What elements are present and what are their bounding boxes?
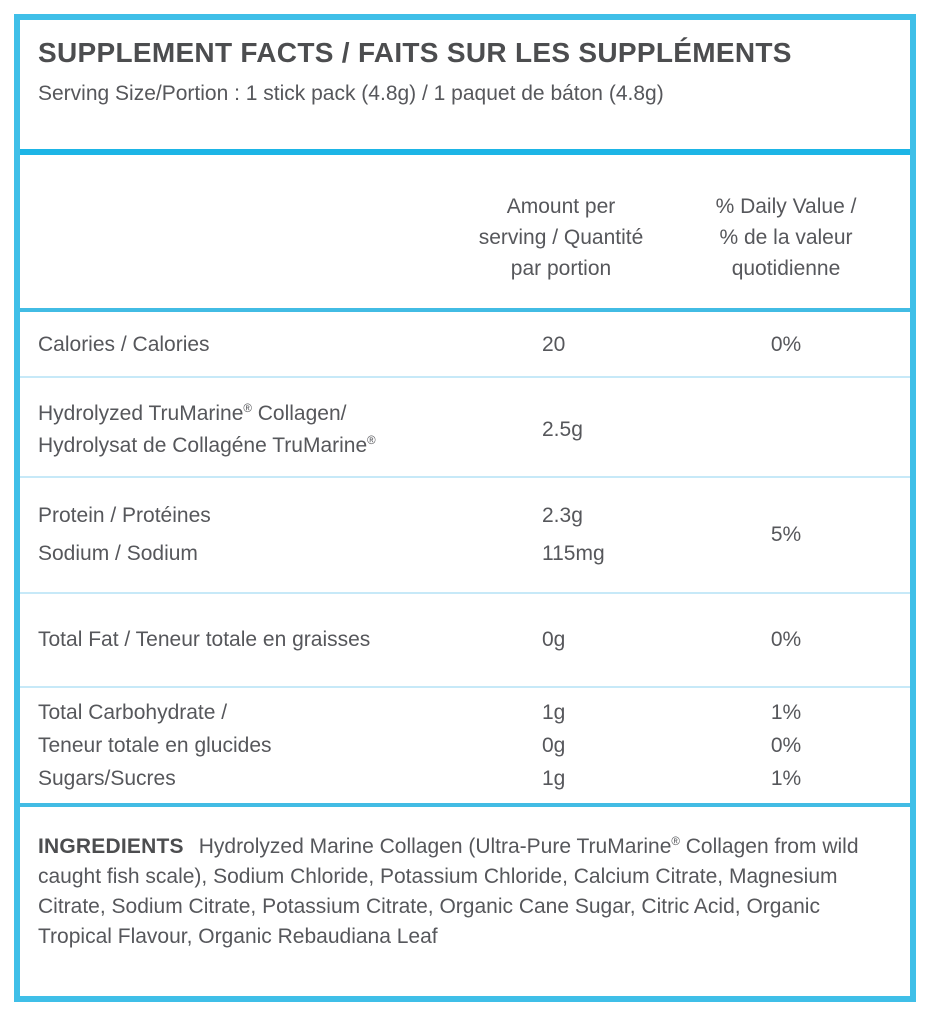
column-header-amount-line: Amount per <box>506 195 616 218</box>
registered-mark: ® <box>671 836 680 848</box>
divider-above-calories <box>20 308 910 312</box>
column-header-row: Amount per serving / Quantité par portio… <box>20 155 910 308</box>
row-label: Protein / Protéines Sodium / Sodium <box>20 497 446 573</box>
divider-row <box>20 592 910 594</box>
daily-value: 0% <box>676 332 896 357</box>
divider-row <box>20 376 910 378</box>
ingredients-text: Hydrolyzed Marine Collagen (Ultra-Pure T… <box>198 835 672 858</box>
divider-above-ingredients <box>20 803 910 807</box>
amount-text: 1g <box>542 701 566 724</box>
amount-value: 20 <box>446 332 676 357</box>
panel-title: SUPPLEMENT FACTS / FAITS SUR LES SUPPLÉM… <box>38 37 792 68</box>
daily-value-text: 5% <box>770 523 802 546</box>
daily-value <box>676 398 896 462</box>
divider-header <box>20 149 910 155</box>
column-header-amount-line: serving / Quantité <box>478 226 644 249</box>
column-header-dv-line: % Daily Value / <box>715 195 857 218</box>
table-row-collagen: Hydrolyzed TruMarine® Collagen/ Hydrolys… <box>20 378 910 476</box>
row-label-text: Hydrolyzed TruMarine® Collagen/ <box>38 398 446 430</box>
amount-text: 20 <box>542 333 566 356</box>
amount-value: 2.3g 115mg <box>446 497 676 573</box>
amount-value: 0g <box>446 627 676 653</box>
serving-size: Serving Size/Portion : 1 stick pack (4.8… <box>38 82 664 105</box>
daily-value-text: 0% <box>770 628 802 651</box>
daily-value-text: 0% <box>770 333 802 356</box>
table-row-carbohydrate: Total Carbohydrate / Teneur totale en gl… <box>20 688 910 803</box>
registered-mark: ® <box>243 403 252 415</box>
daily-value-text: 1% <box>770 701 802 724</box>
row-label-text: Protein / Protéines <box>38 504 211 527</box>
supplement-facts-panel: SUPPLEMENT FACTS / FAITS SUR LES SUPPLÉM… <box>14 14 916 1002</box>
row-label-text: Total Fat / Teneur totale en graisses <box>38 628 371 651</box>
daily-value-text: 0% <box>770 734 802 757</box>
table-row-total-fat: Total Fat / Teneur totale en graisses 0g… <box>20 594 910 686</box>
row-label: Calories / Calories <box>20 332 446 357</box>
column-header-amount-line: par portion <box>510 257 612 280</box>
column-header-amount: Amount per serving / Quantité par portio… <box>446 191 676 284</box>
row-label-text: Sodium / Sodium <box>38 542 198 565</box>
amount-text: 115mg <box>542 542 605 565</box>
table-row-calories: Calories / Calories 20 0% <box>20 312 910 376</box>
amount-text: 0g <box>542 734 566 757</box>
ingredients-section: INGREDIENTS Hydrolyzed Marine Collagen (U… <box>20 807 910 972</box>
column-header-dv-line: quotidienne <box>731 257 841 280</box>
amount-text: 1g <box>542 767 566 790</box>
amount-text: 2.5g <box>542 418 583 441</box>
daily-value-text: 1% <box>770 767 802 790</box>
ingredients-heading: INGREDIENTS <box>38 835 184 858</box>
label-part: Collagen/ <box>251 402 347 425</box>
registered-mark: ® <box>367 435 376 447</box>
amount-text: 2.3g <box>542 504 583 527</box>
column-header-dv-line: % de la valeur <box>719 226 853 249</box>
row-label: Total Fat / Teneur totale en graisses <box>20 627 446 653</box>
ingredients-text: Collagen from wild caught fish scale), S… <box>38 835 859 948</box>
label-part: Hydrolyzed TruMarine <box>38 402 244 425</box>
row-label-text: Calories / Calories <box>38 333 210 356</box>
row-label-text: Sugars/Sucres <box>38 767 176 790</box>
row-label-text: Teneur totale en glucides <box>38 734 272 757</box>
row-label-text: Total Carbohydrate / <box>38 701 228 724</box>
daily-value: 0% <box>676 627 896 653</box>
daily-value: 1% 0% 1% <box>676 696 896 795</box>
divider-row <box>20 686 910 688</box>
header-spacer <box>20 106 910 149</box>
panel-header: SUPPLEMENT FACTS / FAITS SUR LES SUPPLÉM… <box>20 20 910 106</box>
divider-row <box>20 476 910 478</box>
column-header-daily-value: % Daily Value / % de la valeur quotidien… <box>676 191 896 284</box>
amount-text: 0g <box>542 628 566 651</box>
daily-value: 5% <box>676 497 896 573</box>
amount-value: 2.5g <box>446 398 676 462</box>
row-label-text: Hydrolysat de Collagéne TruMarine® <box>38 430 446 462</box>
table-row-protein-sodium: Protein / Protéines Sodium / Sodium 2.3g… <box>20 478 910 592</box>
amount-value: 1g 0g 1g <box>446 696 676 795</box>
label-part: Hydrolysat de Collagéne TruMarine <box>38 434 368 457</box>
row-label: Hydrolyzed TruMarine® Collagen/ Hydrolys… <box>20 398 446 462</box>
column-header-spacer <box>20 191 446 284</box>
row-label: Total Carbohydrate / Teneur totale en gl… <box>20 696 446 795</box>
